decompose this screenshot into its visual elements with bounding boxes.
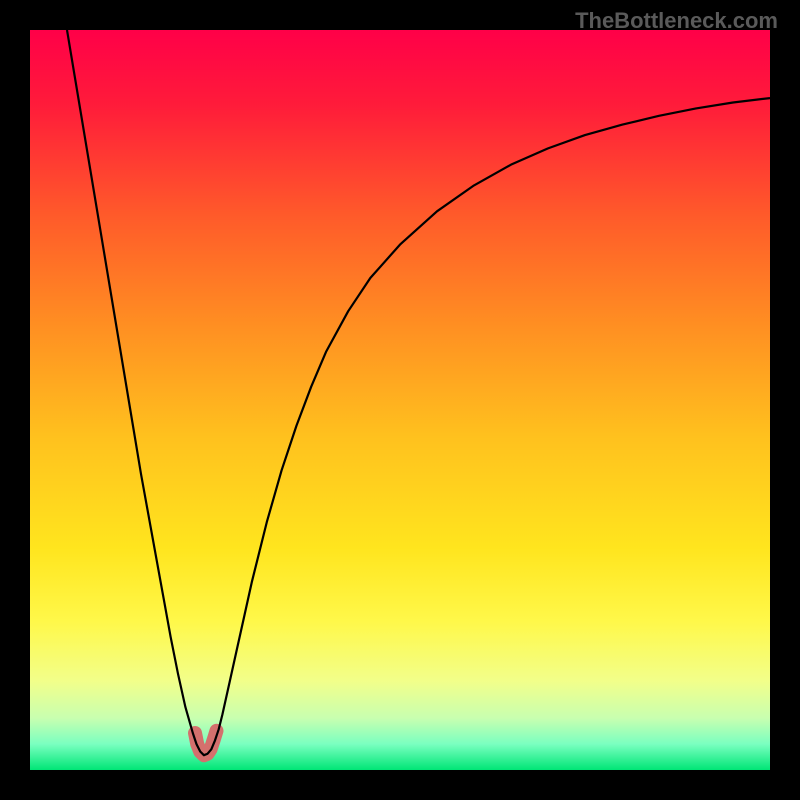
chart-svg (30, 30, 770, 770)
plot-area (30, 30, 770, 770)
gradient-background (30, 30, 770, 770)
watermark-text: TheBottleneck.com (575, 8, 778, 34)
